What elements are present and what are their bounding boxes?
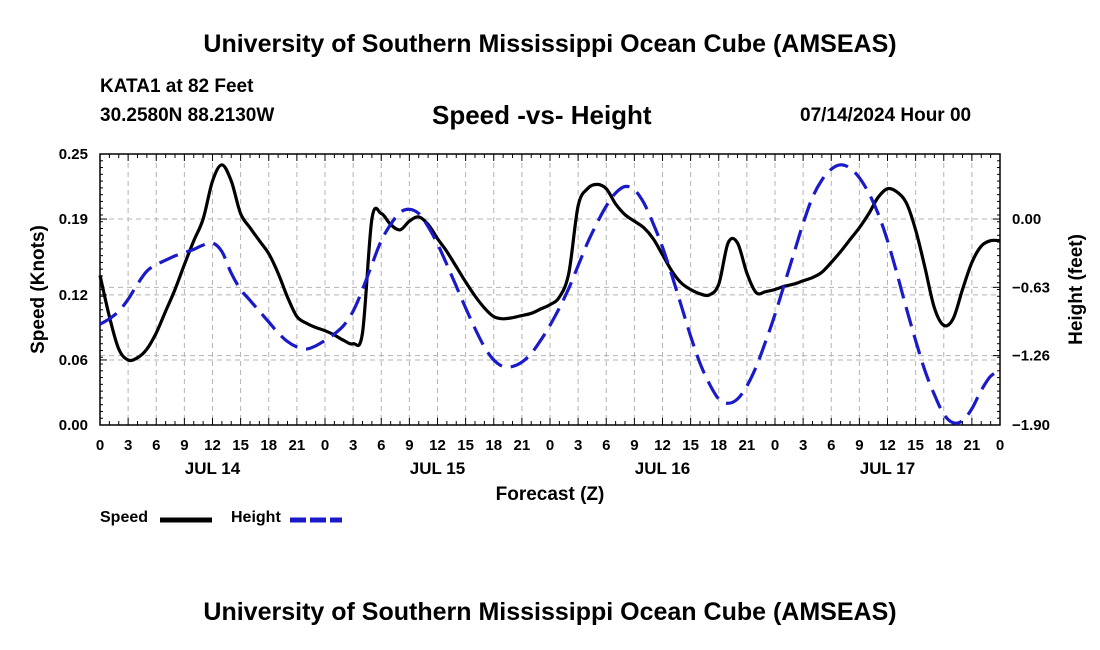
y-axis-label: Speed (Knots) (28, 225, 49, 354)
x-tick-label: 12 (654, 437, 671, 454)
x-tick-label: 3 (124, 437, 132, 454)
y2-tick-label: −0.63 (1012, 279, 1050, 296)
x-tick-label: 9 (180, 437, 188, 454)
y-tick-label: 0.06 (59, 352, 88, 369)
x-tick-label: 21 (739, 437, 756, 454)
day-label: JUL 17 (860, 459, 915, 478)
x-tick-label: 0 (96, 437, 104, 454)
y-tick-label: 0.25 (59, 146, 88, 163)
x-tick-label: 18 (710, 437, 727, 454)
series-line-height (99, 163, 1001, 425)
x-tick-label: 18 (260, 437, 277, 454)
x-tick-label: 15 (457, 437, 474, 454)
x-tick-label: 6 (152, 437, 160, 454)
x-tick-label: 21 (289, 437, 306, 454)
y2-tick-label: −1.26 (1012, 348, 1050, 365)
x-tick-label: 21 (514, 437, 531, 454)
legend-label-height: Height (231, 509, 281, 526)
x-tick-label: 3 (349, 437, 357, 454)
x-axis-label: Forecast (Z) (496, 484, 605, 505)
x-tick-label: 12 (204, 437, 221, 454)
y-tick-label: 0.12 (59, 287, 88, 304)
station-name: KATA1 at 82 Feet (100, 76, 254, 97)
x-tick-label: 12 (429, 437, 446, 454)
legend-label-speed: Speed (100, 509, 149, 526)
x-tick-label: 0 (546, 437, 554, 454)
x-tick-label: 18 (935, 437, 952, 454)
station-coordinates: 30.2580N 88.2130W (100, 105, 275, 126)
x-tick-label: 0 (996, 437, 1004, 454)
x-tick-label: 0 (771, 437, 779, 454)
series-line-speed (98, 163, 1001, 363)
y-tick-label: 0.19 (59, 211, 88, 228)
x-tick-label: 15 (907, 437, 924, 454)
speed-height-chart: 0 3 6 9 12 15 18 21 0 3 6 9 12 15 18 21 0 3 6 9 12 15 18 21 0 3 6 9… (28, 146, 1087, 523)
x-tick-label: 15 (232, 437, 249, 454)
x-tick-label: 3 (574, 437, 582, 454)
x-tick-label: 12 (879, 437, 896, 454)
day-label: JUL 15 (410, 459, 465, 478)
x-tick-label: 3 (799, 437, 807, 454)
footer-title: University of Southern Mississippi Ocean… (203, 598, 897, 626)
x-tick-label: 9 (855, 437, 863, 454)
x-tick-label: 9 (405, 437, 413, 454)
x-tick-label: 18 (485, 437, 502, 454)
y2-tick-label: −1.90 (1012, 417, 1050, 434)
chart-title: Speed -vs- Height (432, 100, 652, 130)
x-tick-label: 6 (602, 437, 610, 454)
x-tick-label: 6 (827, 437, 835, 454)
x-tick-label: 9 (630, 437, 638, 454)
page-title: University of Southern Mississippi Ocean… (203, 30, 897, 58)
y-tick-label: 0.00 (59, 417, 88, 434)
x-tick-label: 15 (682, 437, 699, 454)
x-tick-label: 21 (964, 437, 981, 454)
day-label: JUL 16 (635, 459, 690, 478)
x-tick-label: 6 (377, 437, 385, 454)
forecast-date: 07/14/2024 Hour 00 (800, 105, 972, 126)
day-label: JUL 14 (185, 459, 241, 478)
y2-axis-label: Height (feet) (1066, 234, 1087, 345)
x-tick-label: 0 (321, 437, 329, 454)
y2-tick-label: 0.00 (1012, 211, 1041, 228)
